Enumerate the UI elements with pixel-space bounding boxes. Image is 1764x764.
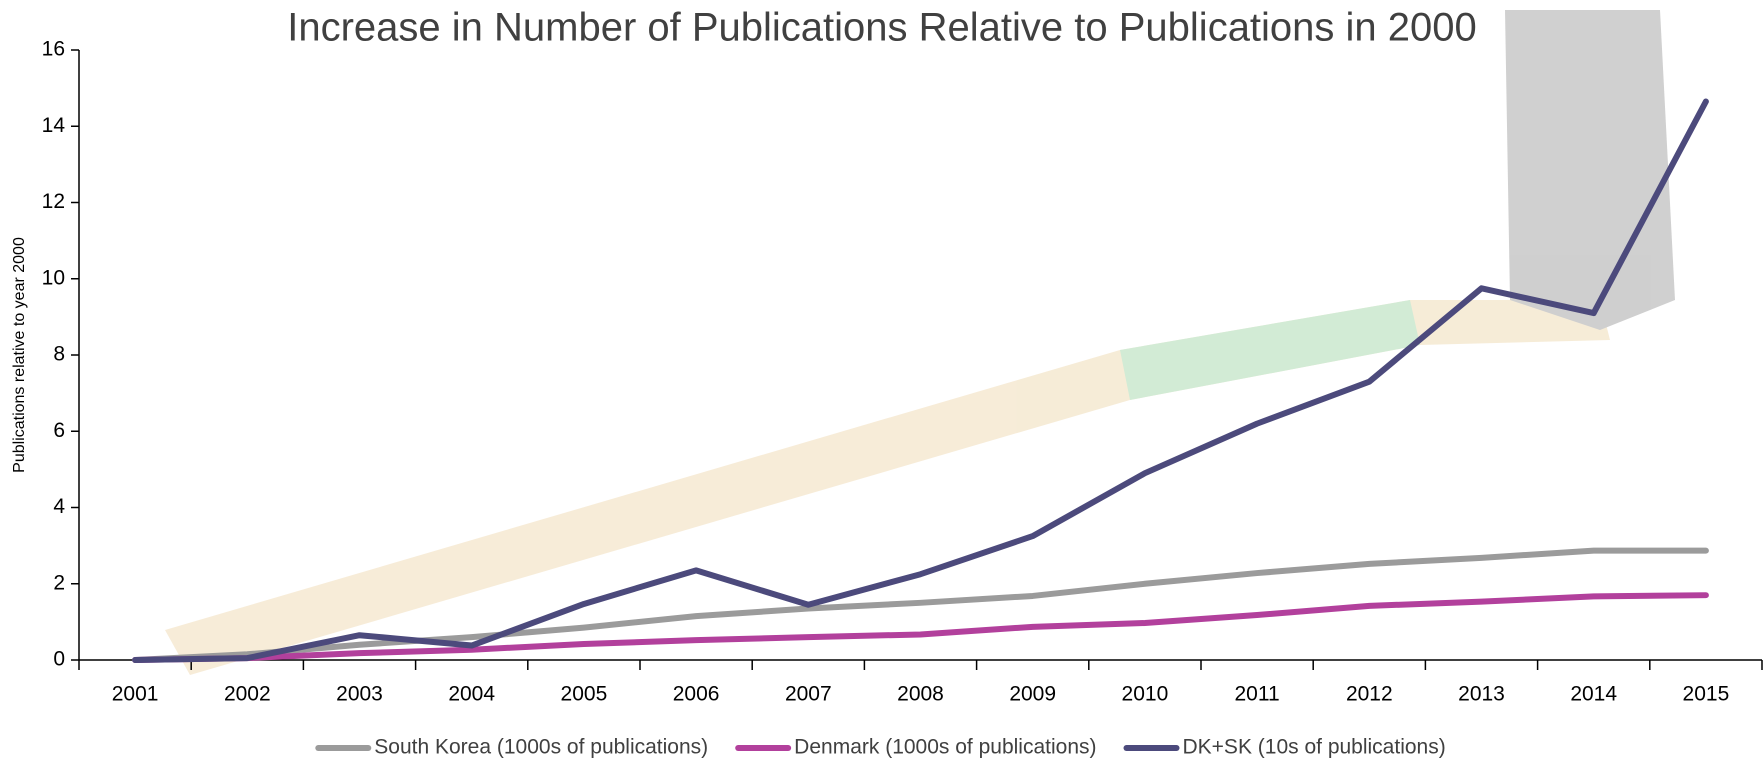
y-tick-label: 14 [42, 114, 66, 137]
x-tick-label: 2010 [1122, 683, 1169, 706]
y-tick-label: 2 [53, 571, 65, 594]
y-tick-label: 8 [53, 343, 65, 366]
x-tick-label: 2014 [1570, 683, 1617, 706]
cast [1505, 10, 1675, 330]
x-tick-label: 2005 [561, 683, 608, 706]
legend: South Korea (1000s of publications) Denma… [318, 736, 1445, 759]
x-tick-label: 2004 [448, 683, 495, 706]
x-tick-label: 2013 [1458, 683, 1505, 706]
legend-label: South Korea (1000s of publications) [374, 736, 708, 759]
x-tick-label: 2012 [1346, 683, 1393, 706]
x-tick-label: 2002 [224, 683, 271, 706]
y-tick-label: 4 [53, 495, 65, 518]
y-tick-label: 12 [42, 190, 65, 213]
x-tick-label: 2009 [1009, 683, 1056, 706]
x-tick-label: 2006 [673, 683, 720, 706]
y-tick-label: 6 [53, 419, 65, 442]
chart: Increase in Number of Publications Relat… [0, 0, 1764, 764]
y-axis-label: Publications relative to year 2000 [11, 237, 28, 473]
x-tick-label: 2003 [336, 683, 383, 706]
x-tick-label: 2001 [112, 683, 159, 706]
x-tick-label: 2007 [785, 683, 832, 706]
legend-label: Denmark (1000s of publications) [794, 736, 1096, 759]
x-tick-label: 2011 [1235, 683, 1280, 706]
bat-grip [1120, 300, 1420, 400]
x-tick-label: 2015 [1683, 683, 1730, 706]
y-tick-label: 16 [42, 38, 65, 61]
chart-title: Increase in Number of Publications Relat… [287, 6, 1477, 50]
x-tick-label: 2008 [897, 683, 944, 706]
bat-handle [165, 300, 1610, 675]
y-tick-label: 10 [42, 266, 65, 289]
legend-label: DK+SK (10s of publications) [1183, 736, 1446, 759]
y-tick-label: 0 [53, 648, 65, 671]
page: {"chart_data": {"type": "line", "title":… [0, 0, 1764, 764]
